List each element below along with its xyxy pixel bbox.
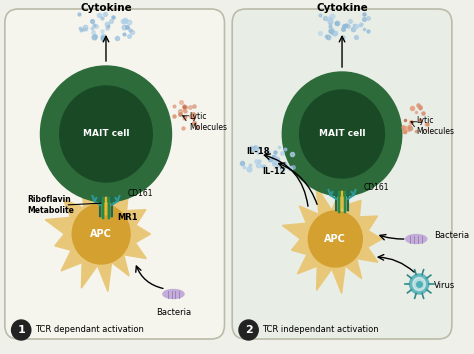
FancyBboxPatch shape xyxy=(5,9,225,339)
Circle shape xyxy=(413,278,425,291)
Text: MAIT cell: MAIT cell xyxy=(319,130,365,138)
Text: Bacteria: Bacteria xyxy=(156,308,191,317)
Circle shape xyxy=(283,72,402,196)
Circle shape xyxy=(40,66,172,202)
FancyBboxPatch shape xyxy=(346,191,349,211)
Text: Virus: Virus xyxy=(434,281,455,291)
Circle shape xyxy=(239,320,258,340)
Text: CD161: CD161 xyxy=(363,183,389,192)
Text: 2: 2 xyxy=(245,325,253,335)
Polygon shape xyxy=(283,183,382,293)
Circle shape xyxy=(300,90,384,178)
FancyBboxPatch shape xyxy=(99,197,101,217)
FancyBboxPatch shape xyxy=(335,191,337,211)
Circle shape xyxy=(60,86,152,182)
Text: Cytokine: Cytokine xyxy=(316,3,368,13)
Text: Cytokine: Cytokine xyxy=(80,3,132,13)
Text: Bacteria: Bacteria xyxy=(435,232,470,240)
Text: Lytic
Molecules: Lytic Molecules xyxy=(189,112,227,132)
Circle shape xyxy=(308,211,362,267)
Text: CD161: CD161 xyxy=(127,188,153,198)
Circle shape xyxy=(410,274,429,294)
Text: MAIT cell: MAIT cell xyxy=(83,130,129,138)
FancyBboxPatch shape xyxy=(344,191,346,213)
Circle shape xyxy=(11,320,31,340)
Text: IL-18: IL-18 xyxy=(246,148,270,156)
FancyBboxPatch shape xyxy=(341,191,343,209)
Text: APC: APC xyxy=(90,229,112,239)
Text: Riboflavin
Metabolite: Riboflavin Metabolite xyxy=(27,195,74,215)
Text: 1: 1 xyxy=(18,325,25,335)
Text: Lytic
Molecules: Lytic Molecules xyxy=(416,116,454,136)
Text: TCR independant activation: TCR independant activation xyxy=(262,325,379,335)
Ellipse shape xyxy=(406,234,427,244)
Text: TCR dependant activation: TCR dependant activation xyxy=(35,325,144,335)
FancyBboxPatch shape xyxy=(338,191,340,213)
Text: IL-12: IL-12 xyxy=(262,167,286,177)
Text: MR1: MR1 xyxy=(118,212,138,222)
FancyBboxPatch shape xyxy=(110,197,113,217)
FancyBboxPatch shape xyxy=(102,197,104,219)
Text: APC: APC xyxy=(324,234,346,244)
Polygon shape xyxy=(45,175,150,291)
Circle shape xyxy=(72,204,130,264)
FancyBboxPatch shape xyxy=(232,9,452,339)
FancyBboxPatch shape xyxy=(108,197,110,219)
FancyBboxPatch shape xyxy=(105,197,107,215)
Ellipse shape xyxy=(163,290,184,298)
